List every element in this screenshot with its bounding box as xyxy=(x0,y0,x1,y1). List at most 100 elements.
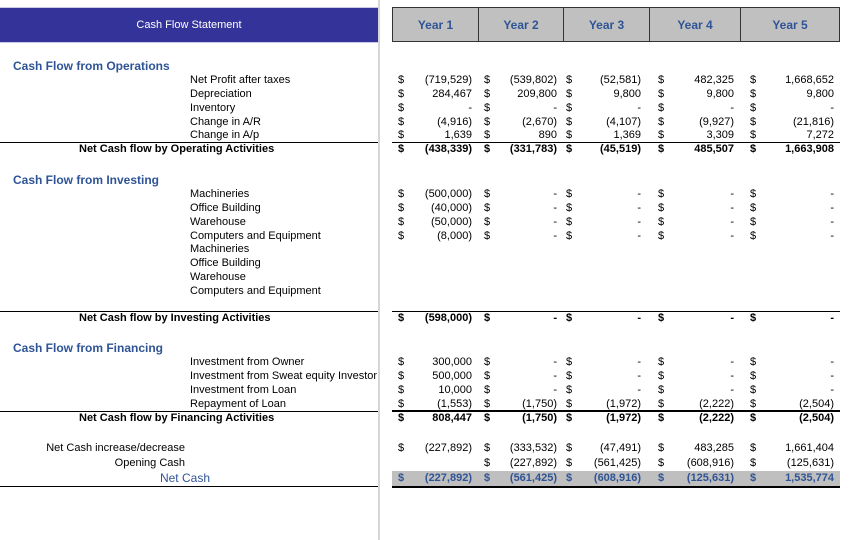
currency-symbol: $ xyxy=(484,384,491,396)
value-cell-year-5[interactable]: $1,668,652 xyxy=(750,73,834,87)
value-cell-year-2[interactable]: $ (2,670) xyxy=(484,115,557,129)
value-cell-year-4[interactable]: $ - xyxy=(658,355,734,369)
row-label: Cash Flow from Operations xyxy=(13,59,170,73)
value-cell-year-5[interactable]: $ - xyxy=(750,229,834,243)
value-cell-year-3[interactable]: $ - xyxy=(566,215,641,229)
value-cell-year-1[interactable]: $ (50,000) xyxy=(398,215,472,229)
value-cell-year-4[interactable]: $ - xyxy=(658,187,734,201)
value-cell-year-5[interactable]: $9,800 xyxy=(750,87,834,101)
value-cell-year-2[interactable]: $ - xyxy=(484,355,557,369)
value-cell-year-1[interactable]: $ - xyxy=(398,101,472,115)
value-cell-year-3[interactable]: $9,800 xyxy=(566,87,641,101)
value-cell-year-4[interactable]: $ (9,927) xyxy=(658,115,734,129)
value-cell-year-5[interactable]: $ (2,504) xyxy=(750,411,834,425)
value-cell-year-5[interactable]: $7,272 xyxy=(750,128,834,142)
value-cell-year-1[interactable] xyxy=(398,456,472,470)
value-cell-year-3[interactable]: $ - xyxy=(566,369,641,383)
value-cell-year-5[interactable]: $ - xyxy=(750,311,834,325)
value-cell-year-3[interactable]: $ (4,107) xyxy=(566,115,641,129)
value-cell-year-3[interactable]: $ - xyxy=(566,187,641,201)
value-cell-year-2[interactable]: $ - xyxy=(484,187,557,201)
value-cell-year-4[interactable]: $3,309 xyxy=(658,128,734,142)
value-cell-year-5[interactable]: $ - xyxy=(750,383,834,397)
value-cell-year-2[interactable]: $ - xyxy=(484,369,557,383)
value-cell-year-1[interactable]: $500,000 xyxy=(398,369,472,383)
value-cell-year-5[interactable]: $ - xyxy=(750,101,834,115)
amount: - xyxy=(553,216,557,228)
value-cell-year-1[interactable]: $ (4,916) xyxy=(398,115,472,129)
value-cell-year-5[interactable]: $ (21,816) xyxy=(750,115,834,129)
value-cell-year-4[interactable]: $ (608,916) xyxy=(658,456,734,470)
value-cell-year-4[interactable]: $483,285 xyxy=(658,441,734,455)
value-cell-year-1[interactable]: $10,000 xyxy=(398,383,472,397)
value-cell-year-4[interactable]: $ - xyxy=(658,101,734,115)
value-cell-year-4[interactable]: $482,325 xyxy=(658,73,734,87)
value-cell-year-2[interactable]: $209,800 xyxy=(484,87,557,101)
value-cell-year-4[interactable]: $ (2,222) xyxy=(658,397,734,411)
value-cell-year-5[interactable]: $ - xyxy=(750,369,834,383)
value-cell-year-3[interactable]: $ (1,972) xyxy=(566,397,641,411)
value-cell-year-2[interactable]: $ - xyxy=(484,215,557,229)
value-cell-year-4[interactable]: $ - xyxy=(658,201,734,215)
value-cell-year-5[interactable]: $ - xyxy=(750,215,834,229)
value-cell-year-1[interactable]: $ (227,892) xyxy=(398,441,472,455)
value-cell-year-2[interactable]: $ (1,750) xyxy=(484,411,557,425)
value-cell-year-1[interactable]: $ (500,000) xyxy=(398,187,472,201)
value-cell-year-2[interactable]: $ - xyxy=(484,311,557,325)
value-cell-year-1[interactable]: $ (438,339) xyxy=(398,142,472,156)
value-cell-year-2[interactable]: $ (1,750) xyxy=(484,397,557,411)
value-cell-year-2[interactable]: $890 xyxy=(484,128,557,142)
value-cell-year-2[interactable]: $ - xyxy=(484,201,557,215)
value-cell-year-3[interactable]: $ (608,916) xyxy=(566,471,641,485)
value-cell-year-2[interactable]: $ - xyxy=(484,229,557,243)
value-cell-year-3[interactable]: $ (1,972) xyxy=(566,411,641,425)
value-cell-year-1[interactable]: $1,639 xyxy=(398,128,472,142)
value-cell-year-1[interactable]: $ (719,529) xyxy=(398,73,472,87)
value-cell-year-1[interactable]: $ (227,892) xyxy=(398,471,472,485)
value-cell-year-2[interactable]: $ - xyxy=(484,383,557,397)
value-cell-year-4[interactable]: $ - xyxy=(658,311,734,325)
value-cell-year-1[interactable]: $ (8,000) xyxy=(398,229,472,243)
value-cell-year-3[interactable]: $ - xyxy=(566,383,641,397)
value-cell-year-2[interactable]: $ (331,783) xyxy=(484,142,557,156)
value-cell-year-2[interactable]: $ (227,892) xyxy=(484,456,557,470)
value-cell-year-4[interactable]: $ - xyxy=(658,369,734,383)
value-cell-year-5[interactable]: $ - xyxy=(750,187,834,201)
value-cell-year-1[interactable]: $ (1,553) xyxy=(398,397,472,411)
value-cell-year-4[interactable]: $ - xyxy=(658,383,734,397)
value-cell-year-2[interactable]: $ (539,802) xyxy=(484,73,557,87)
value-cell-year-3[interactable]: $ - xyxy=(566,311,641,325)
value-cell-year-4[interactable]: $ (125,631) xyxy=(658,471,734,485)
value-cell-year-3[interactable]: $1,369 xyxy=(566,128,641,142)
value-cell-year-3[interactable]: $ - xyxy=(566,355,641,369)
value-cell-year-5[interactable]: $ - xyxy=(750,201,834,215)
value-cell-year-3[interactable]: $ - xyxy=(566,229,641,243)
currency-symbol: $ xyxy=(398,102,405,114)
value-cell-year-1[interactable]: $ (598,000) xyxy=(398,311,472,325)
value-cell-year-4[interactable]: $485,507 xyxy=(658,142,734,156)
value-cell-year-2[interactable]: $ (333,532) xyxy=(484,441,557,455)
value-cell-year-4[interactable]: $ (2,222) xyxy=(658,411,734,425)
value-cell-year-4[interactable]: $ - xyxy=(658,229,734,243)
value-cell-year-5[interactable]: $1,661,404 xyxy=(750,441,834,455)
value-cell-year-1[interactable]: $284,467 xyxy=(398,87,472,101)
value-cell-year-1[interactable]: $ (40,000) xyxy=(398,201,472,215)
value-cell-year-5[interactable]: $ (2,504) xyxy=(750,397,834,411)
value-cell-year-5[interactable]: $1,663,908 xyxy=(750,142,834,156)
value-cell-year-4[interactable]: $9,800 xyxy=(658,87,734,101)
value-cell-year-5[interactable]: $1,535,774 xyxy=(750,471,834,485)
value-cell-year-5[interactable]: $ - xyxy=(750,355,834,369)
value-cell-year-3[interactable]: $ - xyxy=(566,101,641,115)
value-cell-year-3[interactable]: $ (45,519) xyxy=(566,142,641,156)
value-cell-year-3[interactable]: $ (52,581) xyxy=(566,73,641,87)
value-cell-year-3[interactable]: $ (561,425) xyxy=(566,456,641,470)
value-cell-year-1[interactable]: $808,447 xyxy=(398,411,472,425)
currency-symbol: $ xyxy=(750,370,757,382)
value-cell-year-2[interactable]: $ - xyxy=(484,101,557,115)
value-cell-year-3[interactable]: $ (47,491) xyxy=(566,441,641,455)
value-cell-year-4[interactable]: $ - xyxy=(658,215,734,229)
value-cell-year-2[interactable]: $ (561,425) xyxy=(484,471,557,485)
value-cell-year-3[interactable]: $ - xyxy=(566,201,641,215)
value-cell-year-5[interactable]: $ (125,631) xyxy=(750,456,834,470)
value-cell-year-1[interactable]: $300,000 xyxy=(398,355,472,369)
